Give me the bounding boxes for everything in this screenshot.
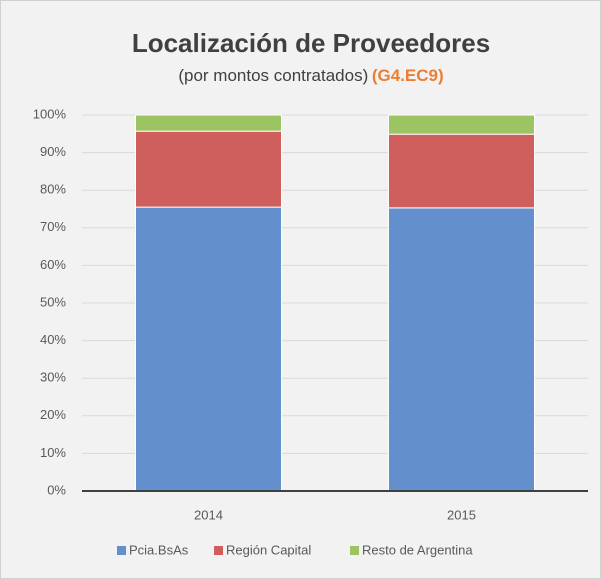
y-tick-label: 0%	[47, 482, 66, 497]
legend-swatch	[214, 546, 223, 555]
chart-title: Localización de Proveedores	[132, 28, 490, 58]
x-tick-label: 2015	[447, 507, 476, 522]
bar-segment	[135, 114, 282, 132]
y-tick-label: 20%	[40, 407, 66, 422]
legend-label: Pcia.BsAs	[129, 542, 189, 557]
x-tick-label: 2014	[194, 507, 223, 522]
bar-segment	[388, 133, 535, 209]
bar-segment	[388, 114, 535, 135]
y-tick-label: 30%	[40, 370, 66, 385]
y-tick-label: 40%	[40, 332, 66, 347]
subtitle-text: (por montos contratados)	[178, 66, 368, 85]
bar-segment	[135, 130, 282, 208]
bar-segment	[388, 207, 535, 492]
y-tick-label: 100%	[33, 106, 67, 121]
legend-label: Región Capital	[226, 542, 311, 557]
y-tick-label: 10%	[40, 445, 66, 460]
y-tick-label: 80%	[40, 182, 66, 197]
y-tick-label: 90%	[40, 144, 66, 159]
subtitle-code: (G4.EC9)	[372, 66, 444, 85]
y-tick-label: 60%	[40, 257, 66, 272]
y-tick-label: 50%	[40, 294, 66, 309]
bar-segment	[135, 206, 282, 492]
chart-subtitle: (por montos contratados) (G4.EC9)	[178, 66, 443, 85]
legend-label: Resto de Argentina	[362, 542, 473, 557]
legend-swatch	[350, 546, 359, 555]
legend-swatch	[117, 546, 126, 555]
y-tick-label: 70%	[40, 219, 66, 234]
